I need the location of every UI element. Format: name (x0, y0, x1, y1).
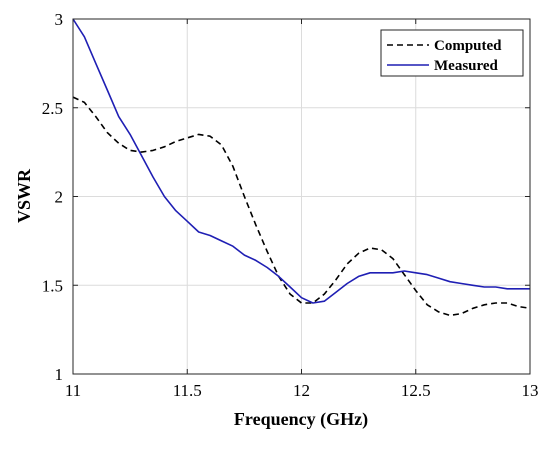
legend-label-computed: Computed (434, 38, 502, 54)
legend-label-measured: Measured (434, 58, 499, 74)
series-layer (72, 18, 531, 317)
series-line-measured (72, 18, 530, 304)
y-tick-label: 1 (55, 365, 64, 384)
series-line-computed (72, 96, 531, 317)
x-tick-label: 11 (65, 381, 81, 400)
y-tick-label: 1.5 (42, 276, 63, 295)
y-axis-label: VSWR (14, 168, 34, 223)
y-tick-label: 2 (55, 188, 64, 207)
x-tick-label: 13 (522, 381, 539, 400)
legend: Computed Measured (380, 29, 524, 77)
y-tick-label: 2.5 (42, 99, 63, 118)
y-tick-label: 3 (55, 10, 64, 29)
x-tick-label: 12.5 (401, 381, 431, 400)
ticks (72, 18, 531, 375)
x-tick-label: 11.5 (173, 381, 202, 400)
x-axis-label: Frequency (GHz) (234, 409, 368, 430)
x-tick-label: 12 (293, 381, 310, 400)
legend-box (380, 29, 524, 77)
